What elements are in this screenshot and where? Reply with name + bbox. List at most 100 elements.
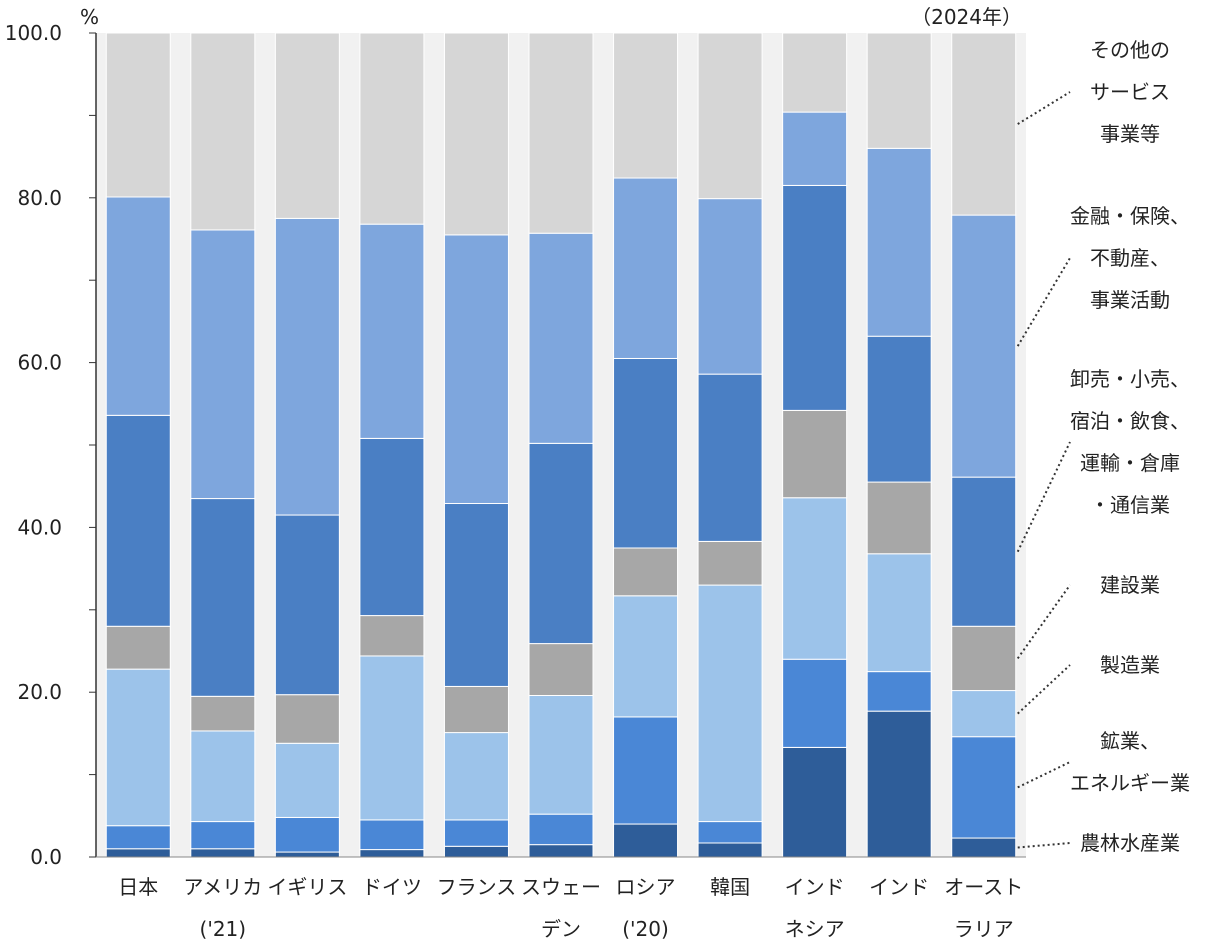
x-category-label: アメリカ xyxy=(183,875,262,899)
y-unit-label: % xyxy=(80,5,99,29)
bar-segment xyxy=(951,476,1017,627)
year-note: （2024年） xyxy=(911,5,1022,29)
bar-segment xyxy=(697,198,763,375)
bar-segment xyxy=(105,414,171,627)
bar-segment xyxy=(359,437,425,617)
legend-label: 事業等 xyxy=(1100,122,1160,146)
x-category-label: デン xyxy=(541,917,581,941)
x-category-label: ネシア xyxy=(785,917,845,941)
bar-segment xyxy=(443,732,509,821)
bar-segment xyxy=(866,710,932,858)
bar-segment xyxy=(528,32,594,234)
bar-segment xyxy=(951,625,1017,692)
x-category-label: 日本 xyxy=(118,875,158,899)
x-category-label: インド xyxy=(785,875,845,899)
bar-segment xyxy=(697,32,763,200)
legend-label: 建設業 xyxy=(1100,573,1160,597)
legend-leader-line xyxy=(1017,842,1071,849)
legend-leader-line xyxy=(1016,584,1071,659)
legend-label: 不動産、 xyxy=(1090,246,1170,270)
bar-segment xyxy=(274,851,340,858)
x-category-label: ('21) xyxy=(200,917,247,941)
legend-leader-line xyxy=(1016,257,1071,347)
bar-segment xyxy=(359,615,425,657)
bar-segment xyxy=(951,214,1017,478)
bar-segment xyxy=(274,694,340,744)
bar-segment xyxy=(190,695,256,732)
y-tick-label: 100.0 xyxy=(5,21,62,45)
bar-segment xyxy=(613,595,679,718)
legend-leader-line xyxy=(1017,91,1071,125)
y-tick-label: 0.0 xyxy=(30,845,62,869)
bar-segment xyxy=(613,357,679,549)
bar-segment xyxy=(866,32,932,149)
legend-label: 卸売・小売、 xyxy=(1070,367,1190,391)
bar-segment xyxy=(782,184,848,411)
bar-segment xyxy=(782,111,848,186)
legend-label: 金融・保険、 xyxy=(1070,204,1190,228)
bar-segment xyxy=(613,32,679,179)
bar-segment xyxy=(105,32,171,198)
bar-segment xyxy=(359,819,425,851)
legend-label: 宿泊・飲食、 xyxy=(1070,409,1190,433)
bar-segment xyxy=(782,409,848,499)
y-tick-label: 80.0 xyxy=(17,186,62,210)
bar-segment xyxy=(105,668,171,827)
bar-segment xyxy=(782,658,848,748)
legend-leader-line xyxy=(1017,664,1071,715)
bar-segment xyxy=(613,547,679,597)
bar-segment xyxy=(443,685,509,734)
bar-segment xyxy=(274,217,340,516)
bar-segment xyxy=(274,514,340,696)
bar-segment xyxy=(951,690,1017,738)
bar-segment xyxy=(528,844,594,858)
legend-label: 農林水産業 xyxy=(1080,831,1180,855)
bar-segment xyxy=(359,849,425,858)
legend-label: 事業活動 xyxy=(1090,288,1170,312)
bar-segment xyxy=(190,32,256,231)
bar-segment xyxy=(105,825,171,850)
bar-segment xyxy=(528,813,594,846)
bar-segment xyxy=(528,643,594,696)
x-category-label: ドイツ xyxy=(362,875,422,899)
bars-group xyxy=(105,32,1017,858)
bar-segment xyxy=(866,335,932,483)
bar-segment xyxy=(359,32,425,225)
bar-segment xyxy=(190,821,256,850)
bar-segment xyxy=(782,746,848,858)
bar-segment xyxy=(697,373,763,542)
x-category-label: 韓国 xyxy=(710,875,750,899)
bar-segment xyxy=(697,821,763,844)
bar-segment xyxy=(443,503,509,687)
bar-segment xyxy=(190,730,256,823)
y-ticks-group: 0.0 20.0 40.0 60.0 80.0 100.0 xyxy=(5,21,96,869)
legend-label: エネルギー業 xyxy=(1070,771,1190,795)
y-tick-label: 20.0 xyxy=(17,680,62,704)
bar-segment xyxy=(697,540,763,586)
bar-segment xyxy=(274,32,340,219)
legend-label: その他の xyxy=(1090,38,1170,62)
bar-segment xyxy=(359,655,425,821)
bar-segment xyxy=(443,845,509,858)
bar-segment xyxy=(359,223,425,439)
y-tick-label: 40.0 xyxy=(17,515,62,539)
x-category-label: ('20) xyxy=(622,917,669,941)
bar-segment xyxy=(951,32,1017,216)
legend-label: 製造業 xyxy=(1100,653,1160,677)
bar-segment xyxy=(613,823,679,858)
legend-label: サービス xyxy=(1090,80,1170,104)
bar-segment xyxy=(443,32,509,236)
bar-segment xyxy=(443,234,509,505)
y-tick-label: 60.0 xyxy=(17,351,62,375)
x-category-label: スウェー xyxy=(521,875,601,899)
bar-segment xyxy=(190,229,256,500)
bar-segment xyxy=(782,497,848,660)
bar-segment xyxy=(190,498,256,697)
x-category-label: ロシア xyxy=(616,875,676,899)
bar-segment xyxy=(866,671,932,712)
x-category-label: ラリア xyxy=(954,917,1014,941)
x-category-label: オースト xyxy=(944,875,1023,899)
